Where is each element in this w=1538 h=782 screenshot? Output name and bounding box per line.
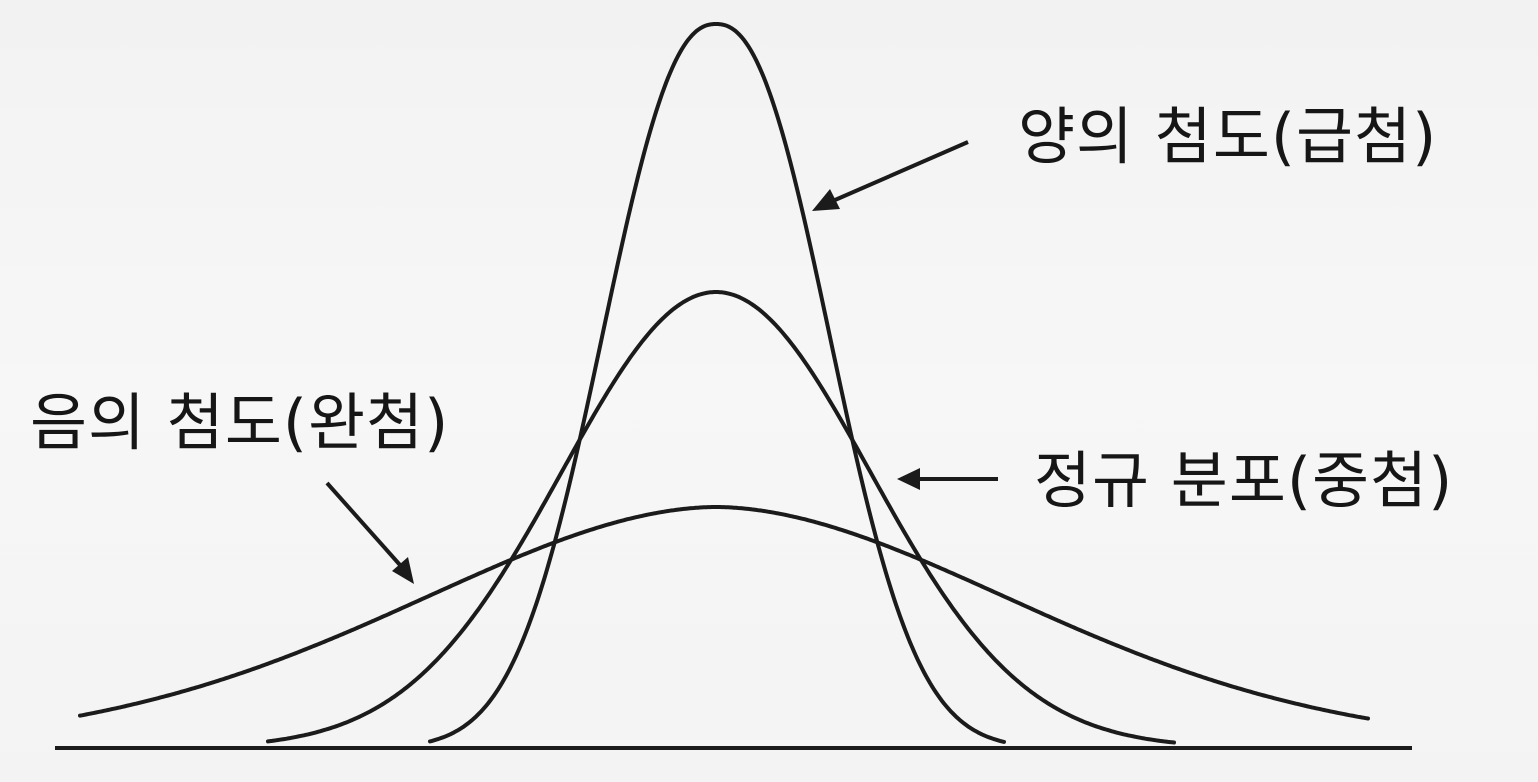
platykurtic-curve — [78, 505, 1370, 721]
normal-distribution-label: 정규 분포(중첨) — [1034, 444, 1454, 517]
leptokurtic-curve — [428, 22, 1006, 744]
positive-kurtosis-arrow — [812, 140, 969, 211]
negative-kurtosis-label: 음의 첨도(완첨) — [30, 386, 450, 459]
positive-kurtosis-label: 양의 첨도(급첨) — [1018, 100, 1438, 173]
negative-kurtosis-arrow — [325, 481, 414, 584]
normal-distribution-arrow — [897, 468, 998, 490]
mesokurtic-curve — [266, 290, 1176, 745]
